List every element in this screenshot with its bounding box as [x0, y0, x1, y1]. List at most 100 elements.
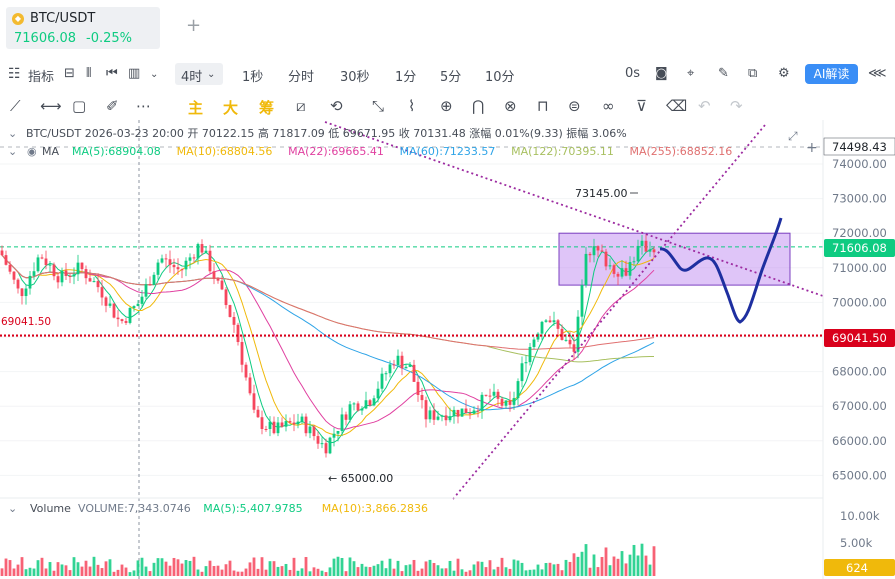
candle-body: [288, 421, 292, 423]
volume-bar: [536, 564, 540, 576]
interval-1s[interactable]: 1秒: [242, 70, 264, 85]
candle-body: [20, 288, 24, 297]
volume-bars: [0, 543, 656, 576]
redo-icon[interactable]: ↷: [730, 97, 743, 115]
volume-bar: [588, 567, 592, 576]
ohlc-collapse-icon[interactable]: ⌄: [8, 127, 17, 140]
indicator-button[interactable]: 指标: [28, 70, 55, 85]
expand-icon[interactable]: ⤢: [787, 129, 798, 143]
rotate-icon[interactable]: ⟲: [330, 97, 343, 115]
ai-interpret-button[interactable]: AI解读: [805, 64, 858, 84]
add-tab-icon[interactable]: +: [186, 15, 202, 36]
big-order-button[interactable]: 大: [223, 99, 239, 117]
measure-icon[interactable]: ⤡: [372, 97, 385, 115]
chart-type-icon[interactable]: ▥: [128, 66, 141, 81]
volume-bar: [360, 563, 364, 576]
magnet-icon[interactable]: ⋂: [472, 97, 485, 115]
copy-icon[interactable]: ⧉: [748, 66, 758, 81]
volume-bar: [416, 570, 420, 576]
interval-timeshare[interactable]: 分时: [288, 70, 315, 85]
level-price-tag-bg: [824, 329, 895, 347]
candle-body: [84, 269, 88, 279]
candle-body: [76, 262, 80, 275]
candle-body: [576, 316, 580, 352]
ma-eye-icon[interactable]: ◉: [27, 145, 37, 158]
share-icon[interactable]: ⋘: [868, 66, 887, 81]
volume-bar: [208, 560, 212, 576]
symbol-tab[interactable]: ◆ BTC/USDT 71606.08 -0.25%: [6, 7, 160, 49]
volume-bar: [596, 567, 600, 576]
candle-body: [460, 408, 464, 417]
ma-legend-item: MA(5):68904.08: [72, 145, 161, 158]
tab-title: BTC/USDT: [30, 11, 96, 26]
volume-bar: [528, 569, 532, 576]
horizontal-line-icon[interactable]: ⟷: [40, 97, 62, 115]
zoom-icon[interactable]: ⊕: [440, 97, 453, 115]
lock-icon[interactable]: ⊓: [537, 97, 549, 115]
candle-body: [324, 443, 328, 454]
volume-bar: [408, 564, 412, 576]
interval-10m[interactable]: 10分: [485, 70, 515, 85]
volume-bar: [428, 559, 432, 576]
interval-5m[interactable]: 5分: [440, 70, 462, 85]
link-icon[interactable]: ∞: [602, 97, 615, 115]
volume-bar: [268, 561, 272, 576]
volume-collapse-icon[interactable]: ⌄: [8, 502, 17, 515]
edit-icon[interactable]: ✎: [718, 66, 729, 81]
volume-bar: [344, 571, 348, 576]
volume-bar: [76, 562, 80, 576]
ma-collapse-icon[interactable]: ⌄: [8, 145, 17, 158]
visibility-icon[interactable]: ⊗: [504, 97, 517, 115]
candle-body: [68, 275, 72, 277]
volume-bar: [492, 569, 496, 576]
volume-bar: [580, 551, 584, 576]
top-plus-icon[interactable]: +: [806, 140, 818, 156]
candle-body: [608, 265, 612, 267]
ma-legend-item: MA(122):70395.11: [511, 145, 614, 158]
indicator-icon[interactable]: ☷: [8, 66, 21, 82]
chart-area[interactable]: 73145.00 ← 65000.00 69041.50 74000.00 730…: [0, 120, 895, 579]
candle-body: [60, 270, 64, 283]
candle-body: [484, 394, 488, 396]
pattern-icon[interactable]: ⧄: [296, 97, 306, 115]
volume-bar: [304, 557, 308, 576]
volume-bar: [376, 564, 380, 576]
volume-bar: [436, 565, 440, 576]
ruler-icon[interactable]: ⌇: [408, 97, 416, 115]
trend-line-icon[interactable]: ⟋: [10, 97, 21, 115]
filter-icon[interactable]: ⊽: [636, 97, 647, 115]
candle-body: [80, 262, 84, 270]
layout-icon[interactable]: ⊟: [64, 66, 75, 81]
compare-icon[interactable]: ⫴: [86, 66, 92, 81]
candle-body: [260, 417, 264, 429]
pin-icon[interactable]: ⌖: [687, 66, 695, 81]
candle-body: [624, 268, 628, 276]
trash-icon[interactable]: ⌫: [666, 97, 688, 115]
interval-selected-box[interactable]: [175, 63, 223, 85]
volume-bar: [68, 570, 72, 576]
chip-distribution-button[interactable]: 筹: [259, 99, 275, 117]
interval-1m[interactable]: 1分: [395, 70, 417, 85]
undo-icon[interactable]: ↶: [698, 97, 711, 115]
chevron-down-icon[interactable]: ⌄: [207, 69, 216, 80]
brush-icon[interactable]: ✐: [106, 97, 119, 115]
volume-bar: [44, 568, 48, 576]
volume-bar: [100, 568, 104, 576]
camera-icon[interactable]: ◙: [655, 66, 668, 81]
chart-type-dropdown-icon[interactable]: ⌄: [150, 69, 159, 80]
volume-bar: [648, 564, 652, 576]
template-icon[interactable]: ⊜: [568, 97, 581, 115]
interval-active[interactable]: 4时: [181, 70, 203, 85]
main-indicator-button[interactable]: 主: [188, 99, 204, 117]
interval-30s[interactable]: 30秒: [340, 70, 370, 85]
volume-bar: [120, 564, 124, 576]
volume-bar: [88, 566, 92, 576]
more-icon[interactable]: ⋯: [136, 97, 151, 115]
settings-icon[interactable]: ⚙: [778, 66, 790, 81]
candle-body: [552, 320, 556, 323]
volume-bar: [288, 569, 292, 576]
candle-body: [620, 268, 624, 277]
volume-bar: [176, 559, 180, 576]
replay-icon[interactable]: ⏮: [106, 66, 118, 81]
rectangle-icon[interactable]: ▢: [72, 97, 87, 115]
